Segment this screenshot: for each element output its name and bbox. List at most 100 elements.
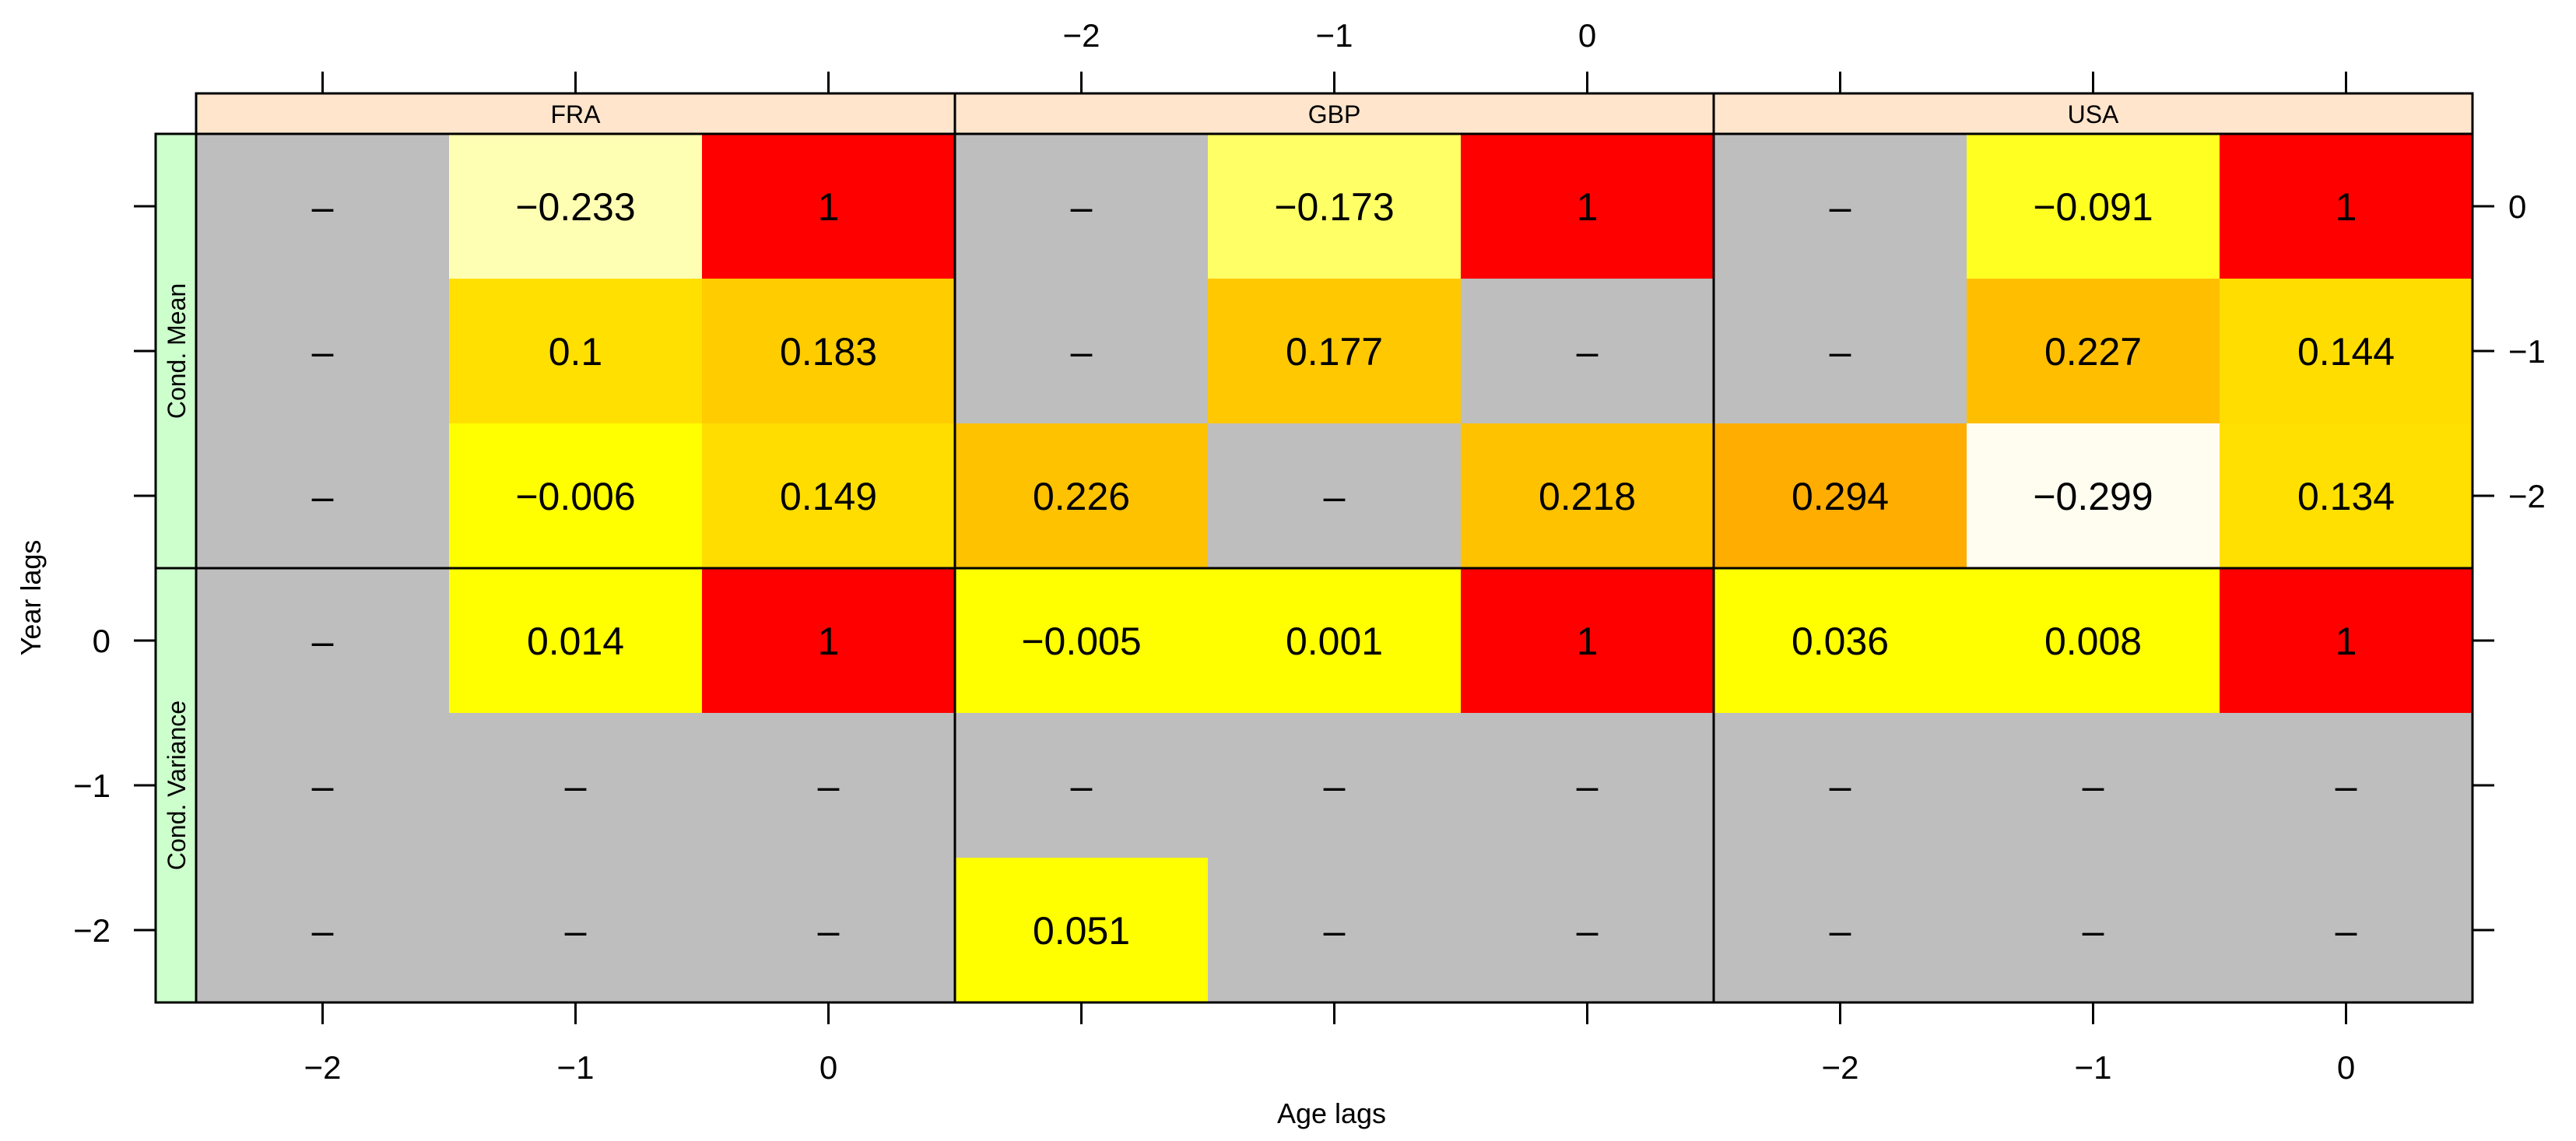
heatmap-cell — [196, 858, 449, 1002]
cell-value-label: – — [565, 909, 587, 953]
group-strip-label: Cond. Variance — [163, 700, 191, 870]
cell-value-label: −0.091 — [2033, 185, 2153, 229]
heatmap-cell — [1714, 279, 1967, 423]
cell-value-label: – — [818, 909, 840, 953]
heatmap-cell — [1208, 279, 1461, 423]
heatmap-cell — [955, 134, 1208, 279]
cell-value-label: 0.014 — [527, 620, 624, 663]
cell-value-label: – — [2336, 909, 2357, 953]
x-axis-title: Age lags — [1277, 1097, 1386, 1129]
cell-value-label: – — [1830, 330, 1851, 374]
heatmap-cell — [2220, 858, 2472, 1002]
heatmap-cell — [449, 134, 702, 279]
heatmap-cell — [196, 279, 449, 423]
cell-value-label: – — [312, 330, 334, 374]
heatmap-cell — [196, 134, 449, 279]
cell-value-label: 1 — [2336, 185, 2357, 229]
cell-value-label: – — [1071, 764, 1093, 808]
heatmap-cell — [449, 279, 702, 423]
y-axis-title: Year lags — [15, 540, 47, 656]
heatmap-cell — [1967, 713, 2220, 858]
cell-value-label: 0.051 — [1033, 909, 1130, 953]
heatmap-cell — [449, 568, 702, 713]
cell-value-label: – — [1577, 764, 1599, 808]
heatmap-cell — [1714, 134, 1967, 279]
cell-value-label: – — [1830, 764, 1851, 808]
heatmap-cell — [1967, 858, 2220, 1002]
panel-strip-label: GBP — [1308, 100, 1361, 128]
heatmap-cell — [1208, 713, 1461, 858]
axis-tick-label: −2 — [304, 1049, 342, 1086]
cell-value-label: – — [1577, 330, 1599, 374]
group-strip-label: Cond. Mean — [163, 283, 191, 419]
heatmap-cell — [2220, 134, 2472, 279]
cell-value-label: – — [1071, 330, 1093, 374]
cell-value-label: 0.134 — [2297, 475, 2395, 518]
cell-value-label: – — [1577, 909, 1599, 953]
heatmap-cell — [1714, 568, 1967, 713]
cell-value-label: 1 — [1577, 620, 1599, 663]
cell-value-label: 0.149 — [780, 475, 877, 518]
panel-strip-label: USA — [2068, 100, 2119, 128]
heatmap-cell — [2220, 423, 2472, 568]
heatmap-cell — [449, 858, 702, 1002]
heatmap-cell — [1461, 858, 1714, 1002]
heatmap-cell — [1461, 279, 1714, 423]
heatmap-cell — [702, 858, 955, 1002]
axis-tick-label: −1 — [1316, 17, 1353, 54]
heatmap-cell — [1461, 713, 1714, 858]
cell-value-label: 0.227 — [2044, 330, 2142, 374]
cell-value-label: – — [565, 764, 587, 808]
heatmap-cell — [196, 568, 449, 713]
heatmap-cell — [1461, 568, 1714, 713]
heatmap-cell — [1208, 568, 1461, 713]
axis-tick-label: 0 — [2508, 188, 2526, 225]
heatmap-cell — [2220, 713, 2472, 858]
strips-layer: FRA GBP USA Cond. Mean Cond. Variance — [154, 92, 2474, 1004]
cell-value-label: – — [1324, 909, 1346, 953]
cell-value-label: – — [1830, 909, 1851, 953]
cell-value-label: −0.173 — [1274, 185, 1394, 229]
axis-tick-label: −2 — [1063, 17, 1100, 54]
axis-tick-label: 0 — [93, 623, 111, 659]
heatmap-cell — [1208, 858, 1461, 1002]
heatmap-cell — [1714, 713, 1967, 858]
heatmap-cell — [1967, 423, 2220, 568]
cell-value-label: −0.299 — [2033, 475, 2153, 518]
heatmap-cell — [955, 423, 1208, 568]
heatmap-cell — [196, 713, 449, 858]
cell-value-label: 0.218 — [1539, 475, 1636, 518]
cell-value-label: 0.177 — [1286, 330, 1383, 374]
heatmap-cell — [1967, 568, 2220, 713]
axis-tick-label: 0 — [1578, 17, 1596, 54]
cells-layer — [196, 134, 2472, 1002]
heatmap-cell — [196, 423, 449, 568]
heatmap-cell — [1461, 423, 1714, 568]
cell-value-label: 1 — [1577, 185, 1599, 229]
heatmap-cell — [2220, 279, 2472, 423]
heatmap-cell — [702, 134, 955, 279]
cell-value-label: – — [1324, 475, 1346, 518]
heatmap-cell — [1714, 858, 1967, 1002]
heatmap-cell — [449, 423, 702, 568]
axis-tick-label: −1 — [73, 767, 111, 804]
heatmap-cell — [1208, 134, 1461, 279]
cell-value-label: 0.008 — [2044, 620, 2142, 663]
cell-value-label: – — [2083, 909, 2104, 953]
cell-labels-layer: – −0.233 1 – 0.1 0.183 – −0.006 0.149 – −0.173 1 – 0.… — [312, 185, 2395, 953]
cell-value-label: 1 — [818, 620, 840, 663]
heatmap-cell — [1967, 279, 2220, 423]
axis-tick-label: −2 — [73, 912, 111, 949]
cell-value-label: – — [818, 764, 840, 808]
axis-tick-label: −1 — [2075, 1049, 2112, 1086]
heatmap-cell — [702, 279, 955, 423]
heatmap-cell — [702, 713, 955, 858]
cell-value-label: – — [2083, 764, 2104, 808]
cell-value-label: 0.226 — [1033, 475, 1130, 518]
cell-value-label: – — [312, 909, 334, 953]
heatmap-cell — [955, 858, 1208, 1002]
cell-value-label: 1 — [2336, 620, 2357, 663]
axis-tick-label: 0 — [819, 1049, 837, 1086]
heatmap-cell — [1967, 134, 2220, 279]
axis-tick-label: −1 — [557, 1049, 595, 1086]
